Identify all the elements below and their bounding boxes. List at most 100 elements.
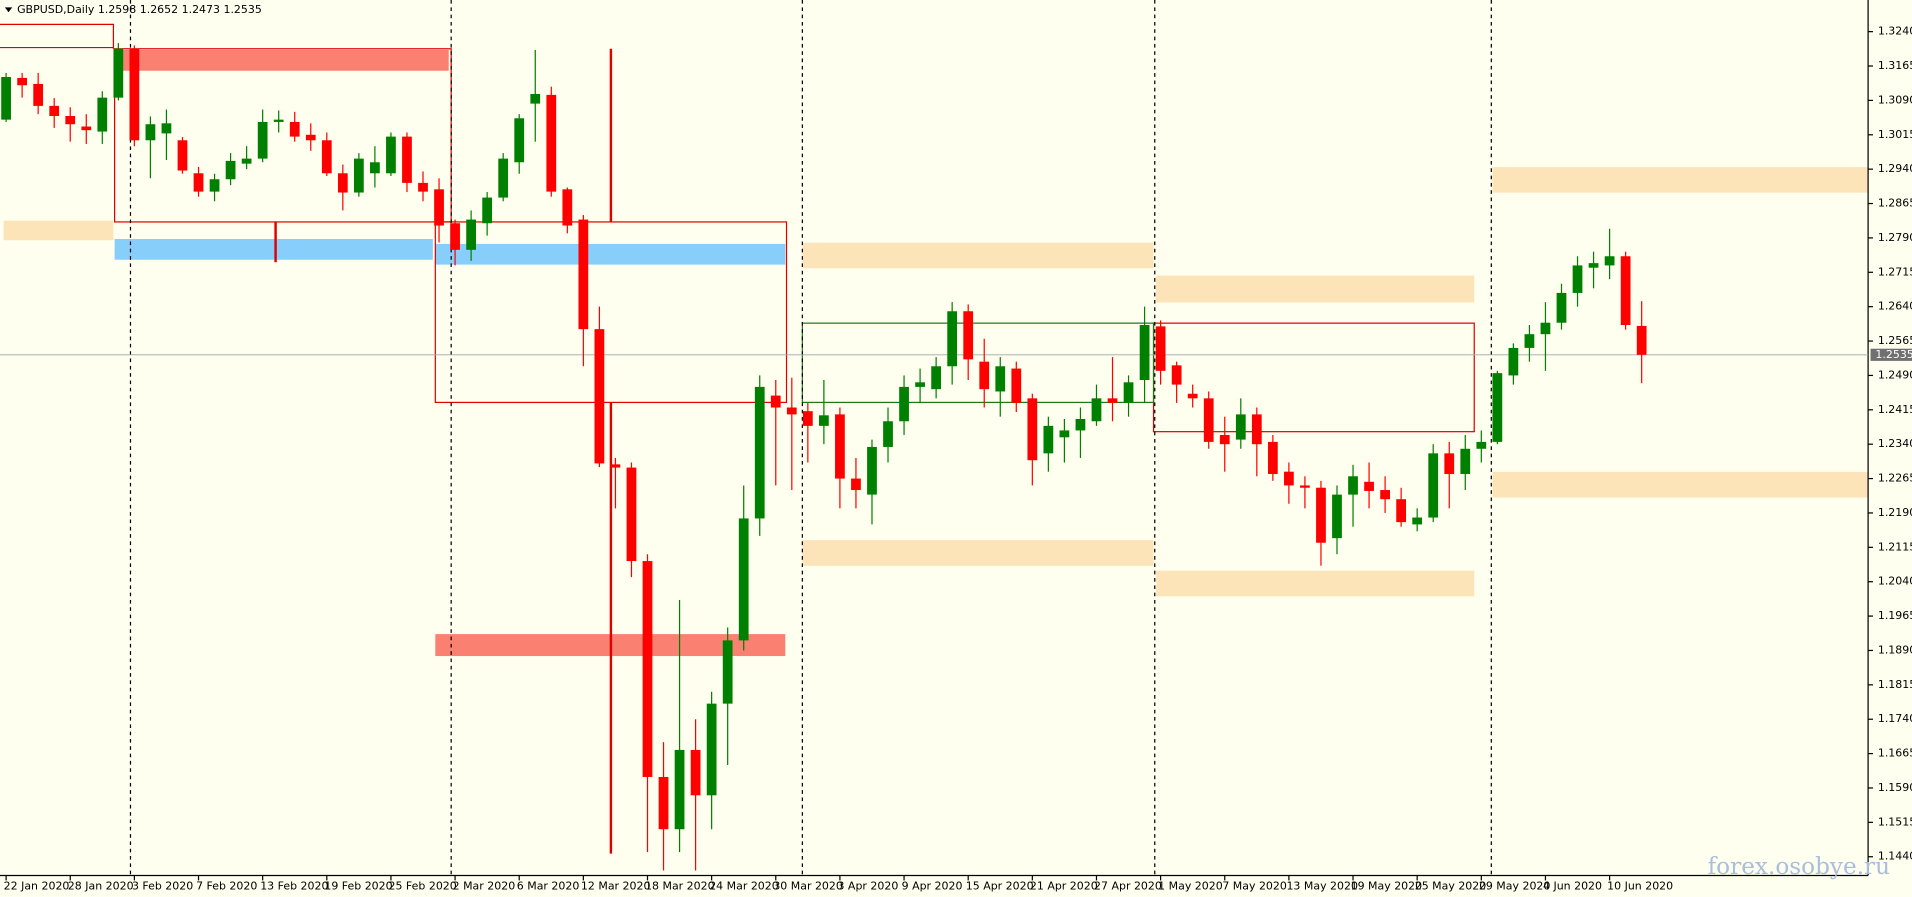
menu-arrow[interactable]: [4, 7, 13, 13]
candle-body: [418, 182, 428, 192]
y-tick-label: 1.2340: [1878, 437, 1912, 450]
candle-body: [1251, 414, 1262, 445]
candle-body: [1364, 481, 1374, 491]
candle-body: [690, 749, 701, 796]
candle-body: [1059, 430, 1070, 438]
y-tick-label: 1.3240: [1878, 25, 1912, 38]
x-tick-label: 25 Feb 2020: [388, 880, 456, 893]
x-tick-label: 10 Jun 2020: [1607, 880, 1673, 893]
candle-body: [819, 415, 829, 426]
y-tick-label: 1.2715: [1878, 265, 1912, 278]
candle-body: [1444, 453, 1455, 474]
candle-body: [1, 77, 11, 120]
candle-body: [578, 219, 589, 330]
candle-body: [899, 386, 909, 422]
zone: [1155, 570, 1475, 597]
candle-body: [995, 366, 1006, 392]
candle-body: [562, 189, 573, 226]
zone: [1492, 471, 1869, 498]
candle-body: [193, 173, 204, 192]
candle-body: [97, 97, 108, 132]
candle-body: [1123, 382, 1134, 403]
candle-body: [1155, 326, 1166, 371]
candle-body: [1219, 435, 1230, 445]
x-tick-label: 6 Mar 2020: [517, 880, 580, 893]
zone: [1492, 167, 1869, 193]
candle-body: [754, 386, 765, 519]
candle-body: [353, 158, 364, 193]
candle-body: [1043, 425, 1054, 454]
drawn-line: [0, 23, 115, 49]
x-tick-label: 21 Apr 2020: [1030, 880, 1098, 893]
candle-body: [1492, 373, 1503, 442]
y-tick-label: 1.2115: [1878, 540, 1912, 553]
candle-body: [1332, 494, 1342, 539]
candle-body: [1187, 393, 1198, 399]
y-tick-label: 1.1965: [1878, 609, 1912, 622]
x-tick-label: 13 Feb 2020: [260, 880, 328, 893]
zone: [802, 540, 1154, 566]
candle-body: [1556, 292, 1567, 323]
candle-body: [1396, 499, 1407, 523]
zone: [3, 220, 114, 241]
y-tick-label: 1.1440: [1878, 850, 1912, 863]
candle-body: [1572, 265, 1583, 293]
x-tick-label: 13 May 2020: [1286, 880, 1358, 893]
candle-body: [626, 467, 637, 562]
candle-body: [321, 140, 332, 174]
candle-body: [370, 162, 380, 174]
zone: [435, 243, 786, 265]
candle-body: [81, 126, 92, 131]
y-tick-label: 1.3090: [1878, 93, 1912, 106]
x-tick-label: 2 Mar 2020: [453, 880, 516, 893]
candle-body: [883, 421, 893, 447]
candle-body: [674, 749, 685, 830]
x-tick-label: 7 May 2020: [1222, 880, 1287, 893]
zone: [802, 242, 1154, 269]
candle-body: [610, 464, 621, 468]
candle-body: [1380, 490, 1390, 500]
x-tick-label: 30 Mar 2020: [773, 880, 843, 893]
candle-body: [642, 561, 653, 777]
x-tick-label: 18 Mar 2020: [645, 880, 715, 893]
candle-body: [1139, 325, 1150, 381]
candle-body: [546, 94, 557, 192]
candle-body: [113, 48, 124, 98]
candle-body: [1284, 471, 1294, 486]
x-tick-label: 9 Apr 2020: [902, 880, 963, 893]
x-tick-label: 15 Apr 2020: [966, 880, 1034, 893]
zone: [114, 239, 433, 260]
candle-body: [1476, 441, 1487, 449]
candle-body: [1620, 256, 1631, 326]
y-tick-label: 1.2865: [1878, 197, 1912, 210]
candle-body: [1107, 398, 1118, 403]
x-tick-label: 22 Jan 2020: [4, 880, 70, 893]
candle-body: [1235, 414, 1246, 440]
y-tick-label: 1.2790: [1878, 231, 1912, 244]
candle-body: [1508, 347, 1519, 376]
candle-body: [658, 776, 669, 830]
candle-body: [979, 361, 990, 390]
candle-body: [867, 446, 877, 495]
candle-body: [337, 173, 348, 193]
x-tick-label: 3 Feb 2020: [132, 880, 193, 893]
candle-body: [1011, 368, 1022, 403]
candle-body: [931, 366, 942, 390]
candle-body: [1348, 476, 1358, 495]
x-tick-label: 19 May 2020: [1351, 880, 1423, 893]
zone: [114, 50, 449, 71]
y-tick-label: 1.1740: [1878, 712, 1912, 725]
candle-body: [1524, 334, 1535, 348]
candle-body: [594, 329, 605, 464]
y-tick-label: 1.1515: [1878, 815, 1912, 828]
y-tick-label: 1.2640: [1878, 300, 1912, 313]
candle-body: [482, 197, 493, 224]
candle-body: [802, 411, 813, 426]
candle-body: [1027, 398, 1038, 461]
x-tick-label: 28 Jan 2020: [68, 880, 134, 893]
candle-body: [161, 123, 172, 134]
y-tick-label: 1.1665: [1878, 747, 1912, 760]
candle-body: [434, 189, 444, 226]
